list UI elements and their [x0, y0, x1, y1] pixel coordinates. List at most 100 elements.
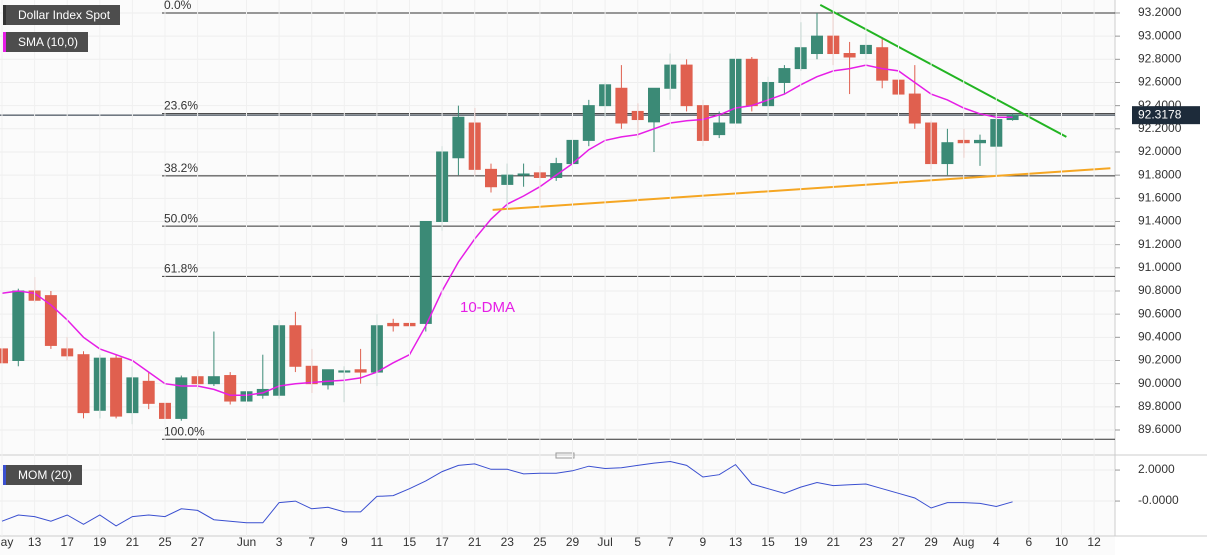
candle-body	[224, 375, 237, 402]
y-tick-label: 2.0000	[1138, 462, 1175, 476]
candle-body	[44, 295, 57, 346]
y-tick-label: 92.0000	[1138, 144, 1182, 158]
candle-body	[974, 139, 986, 144]
x-tick-label: 15	[761, 535, 775, 549]
x-tick-label: 23	[859, 535, 873, 549]
fib-label: 50.0%	[164, 211, 198, 225]
candle-body	[419, 220, 432, 324]
x-tick-label: 25	[533, 535, 547, 549]
candle-body	[745, 58, 758, 107]
x-tick-label: Jun	[237, 535, 256, 549]
candle-body	[615, 87, 628, 124]
y-tick-label: -0.0000	[1138, 493, 1179, 507]
x-tick-label: 17	[61, 535, 75, 549]
candle-body	[142, 380, 155, 404]
x-tick-label: 25	[158, 535, 172, 549]
y-tick-label: 89.8000	[1138, 399, 1182, 413]
candle-body	[175, 377, 188, 419]
x-tick-label: 9	[700, 535, 707, 549]
fib-label: 61.8%	[164, 262, 198, 276]
x-tick-label: 27	[892, 535, 906, 549]
x-tick-label: 7	[667, 535, 674, 549]
x-tick-label: 29	[566, 535, 580, 549]
candle-body	[648, 87, 660, 123]
x-tick-label: 6	[1026, 535, 1033, 549]
x-tick-label: 15	[403, 535, 417, 549]
x-tick-label: 10	[1055, 535, 1069, 549]
x-tick-label: May	[0, 535, 13, 549]
candle-body	[908, 93, 921, 124]
y-tick-label: 91.2000	[1138, 237, 1182, 251]
x-tick-label: 19	[93, 535, 107, 549]
x-tick-label: 21	[468, 535, 482, 549]
y-tick-label: 90.8000	[1138, 283, 1182, 297]
y-tick-label: 91.6000	[1138, 190, 1182, 204]
candle-body	[517, 173, 530, 176]
x-tick-label: Aug	[953, 535, 974, 549]
candle-body	[77, 354, 90, 414]
fib-label: 100.0%	[164, 424, 205, 438]
y-tick-label: 91.0000	[1138, 260, 1182, 274]
candle-body	[582, 105, 595, 141]
x-tick-label: 17	[435, 535, 449, 549]
candle-body	[941, 142, 954, 165]
x-tick-label: 23	[501, 535, 515, 549]
sma-legend: SMA (10,0)	[3, 32, 89, 52]
candle-body	[713, 122, 726, 136]
momentum-line	[1, 460, 1013, 527]
x-tick-label: 13	[28, 535, 42, 549]
x-tick-label: 13	[729, 535, 743, 549]
candle-body	[485, 168, 497, 188]
candle-body	[12, 290, 25, 361]
resize-handle	[555, 452, 575, 459]
fib-label: 0.0%	[164, 0, 192, 12]
candle-body	[0, 348, 8, 364]
x-tick-label: 19	[794, 535, 808, 549]
candle-body	[354, 369, 367, 373]
last-price-tag	[1132, 106, 1200, 125]
y-tick-label: 90.2000	[1138, 353, 1182, 367]
fib-label: 23.6%	[164, 99, 198, 113]
axis-panel	[1115, 0, 1207, 555]
x-tick-label: 4	[993, 535, 1000, 549]
x-tick-label: 5	[634, 535, 641, 549]
candle-body	[110, 357, 123, 417]
last-price-label: 92.3178	[1138, 107, 1182, 121]
y-tick-label: 92.2000	[1138, 121, 1182, 135]
fib-label: 38.2%	[164, 161, 198, 175]
x-tick-label: 9	[341, 535, 348, 549]
x-tick-label: 21	[126, 535, 140, 549]
candle-body	[811, 35, 823, 55]
y-tick-label: 92.6000	[1138, 75, 1182, 89]
y-tick-label: 90.0000	[1138, 376, 1182, 390]
y-tick-label: 91.8000	[1138, 167, 1182, 181]
candle-body	[289, 325, 302, 367]
y-tick-label: 93.2000	[1138, 5, 1182, 19]
x-tick-label: 11	[371, 535, 384, 549]
trendline	[492, 167, 1111, 211]
candle-body	[778, 68, 791, 83]
x-tick-label: 27	[191, 535, 205, 549]
candle-body	[876, 47, 889, 81]
candle-body	[387, 322, 400, 327]
trendline	[819, 3, 1067, 138]
y-tick-label: 90.6000	[1138, 306, 1182, 320]
y-tick-label: 91.4000	[1138, 214, 1182, 228]
instrument-label: Dollar Index Spot	[3, 5, 121, 25]
candle-body	[452, 116, 465, 159]
y-tick-label: 89.6000	[1138, 422, 1182, 436]
y-tick-label: 93.0000	[1138, 28, 1182, 42]
y-tick-label: 90.4000	[1138, 329, 1182, 343]
x-tick-label: 3	[276, 535, 283, 549]
x-tick-label: 21	[827, 535, 841, 549]
x-tick-label: Jul	[597, 535, 612, 549]
candle-body	[322, 369, 334, 386]
y-tick-label: 92.8000	[1138, 51, 1182, 65]
momentum-legend: MOM (20)	[3, 465, 82, 485]
candle-body	[680, 64, 693, 107]
x-tick-label: 12	[1087, 535, 1101, 549]
sma-annotation: 10-DMA	[460, 299, 515, 316]
x-tick-label: 7	[308, 535, 315, 549]
